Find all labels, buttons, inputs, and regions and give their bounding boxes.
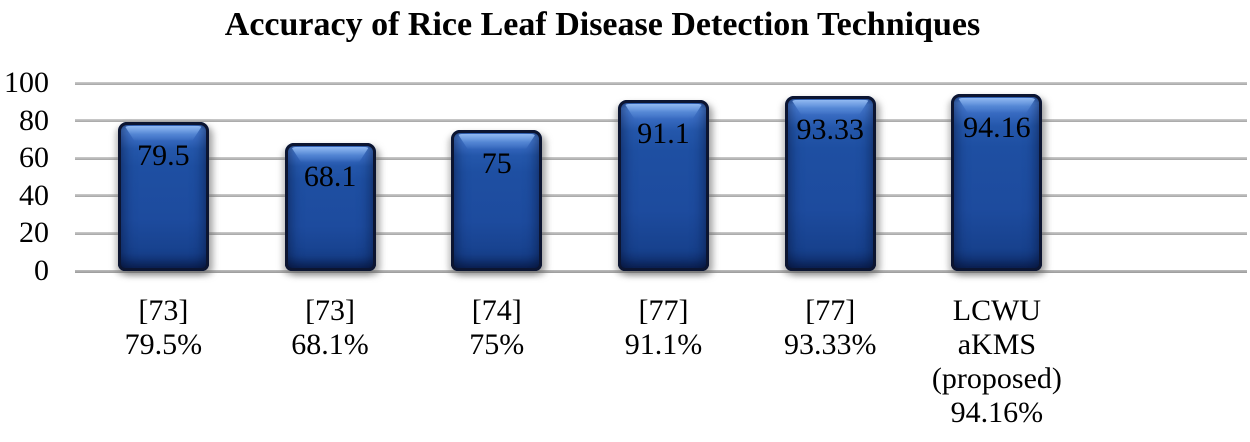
bar: 79.5 bbox=[117, 121, 209, 271]
bar: 75 bbox=[451, 130, 543, 271]
chart-title: Accuracy of Rice Leaf Disease Detection … bbox=[224, 6, 981, 43]
y-tick-label: 100 bbox=[4, 66, 49, 99]
x-category-label: LCWU aKMS (proposed) 94.16% bbox=[931, 294, 1062, 429]
gridline bbox=[75, 269, 1247, 273]
bar-gloss-highlight bbox=[291, 146, 369, 162]
bar-gloss-highlight bbox=[958, 97, 1036, 113]
bar-gloss-highlight bbox=[624, 103, 703, 119]
bar-value-label: 91.1 bbox=[637, 116, 690, 150]
x-category-label: [74] 75% bbox=[469, 294, 525, 361]
bar-value-label: 68.1 bbox=[303, 159, 357, 193]
bar-gloss-highlight bbox=[791, 99, 870, 115]
y-tick-label: 80 bbox=[19, 103, 49, 137]
x-category-label: [77] 91.1% bbox=[624, 294, 703, 361]
y-tick-label: 40 bbox=[19, 178, 49, 212]
bar-value-label: 94.16 bbox=[963, 110, 1031, 144]
y-axis-labels: 0 20 40 60 80 100 bbox=[0, 68, 49, 286]
y-tick-label: 60 bbox=[19, 141, 49, 175]
x-category-label: [77] 93.33% bbox=[783, 294, 877, 361]
bar-value-label: 79.5 bbox=[137, 138, 190, 172]
y-tick-label: 20 bbox=[19, 216, 49, 250]
y-tick-label: 0 bbox=[34, 254, 49, 287]
bar: 94.16 bbox=[951, 93, 1043, 271]
bar-gloss-highlight bbox=[457, 134, 536, 149]
bar-value-label: 75 bbox=[481, 147, 512, 180]
bar: 93.33 bbox=[784, 95, 876, 271]
bar: 91.1 bbox=[618, 99, 709, 271]
bar-gloss-highlight bbox=[124, 125, 203, 141]
bar: 68.1 bbox=[284, 142, 376, 271]
x-category-label: [73] 68.1% bbox=[291, 294, 369, 361]
bar-value-label: 93.33 bbox=[796, 112, 864, 146]
x-axis-labels: [73] 79.5% [73] 68.1% [74] 75% [77] 91.1% [7… bbox=[80, 294, 1247, 442]
plot-area: 79.5 68.1 75 91.1 93.33 94.16 bbox=[75, 81, 1247, 273]
gridline bbox=[75, 81, 1247, 85]
x-category-label: [73] 79.5% bbox=[124, 294, 203, 361]
